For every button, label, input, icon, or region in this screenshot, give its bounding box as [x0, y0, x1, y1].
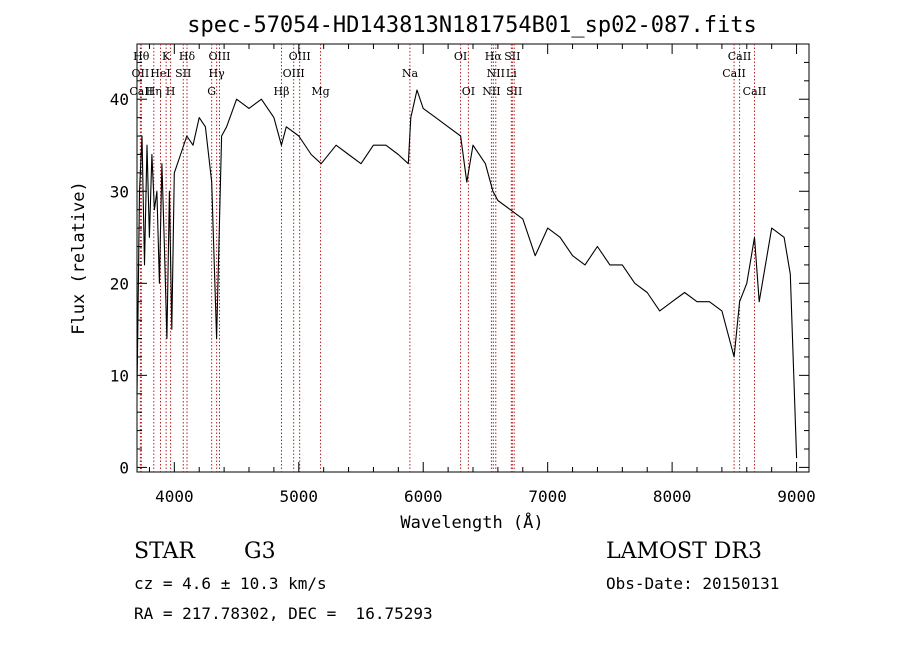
line-label-2: CaII	[129, 85, 153, 98]
line-label-13: OIII	[283, 67, 305, 80]
line-label-0: Hθ	[133, 50, 150, 63]
line-label-4: HeI	[150, 67, 170, 80]
x-tick-label-8000: 8000	[653, 487, 692, 506]
line-label-3: Hη	[146, 85, 162, 98]
line-label-5: K	[162, 50, 171, 63]
x-axis-label: Wavelength (Å)	[400, 511, 543, 533]
line-label-11: OIII	[208, 50, 230, 63]
y-tick-label-40: 40	[110, 90, 129, 109]
object-class: STAR	[134, 539, 195, 564]
line-label-23: SII	[504, 50, 520, 63]
object-subclass: G3	[244, 539, 276, 564]
line-label-18: OI	[462, 85, 475, 98]
spectral-line-markers	[139, 44, 755, 472]
line-label-27: CaII	[743, 85, 767, 98]
x-axis-ticks: 4000 5000 6000 7000 8000 9000	[148, 44, 816, 506]
observation-date: Obs-Date: 20150131	[606, 574, 780, 593]
line-label-21: NII	[487, 67, 505, 80]
chart-title: spec-57054-HD143813N181754B01_sp02-087.f…	[187, 13, 757, 38]
spectrum-series	[136, 89, 798, 459]
plot-frame	[136, 43, 810, 473]
line-label-24: SII	[506, 85, 522, 98]
coordinates: RA = 217.78302, DEC = 16.75293	[134, 604, 433, 623]
y-axis-ticks: 0 10 20 30 40	[110, 61, 809, 477]
line-label-19: NII	[482, 85, 500, 98]
x-tick-label-6000: 6000	[404, 487, 443, 506]
y-axis-label: Flux (relative)	[69, 181, 89, 335]
line-label-22: Li	[506, 67, 517, 80]
line-label-17: OI	[454, 50, 467, 63]
survey-name: LAMOST DR3	[606, 539, 762, 564]
x-tick-label-9000: 9000	[777, 487, 816, 506]
line-label-10: Hγ	[209, 67, 226, 80]
y-tick-label-30: 30	[110, 182, 129, 201]
line-label-12: Hβ	[274, 85, 290, 98]
line-label-1: OII	[132, 67, 150, 80]
line-label-7: SII	[175, 67, 191, 80]
y-tick-label-20: 20	[110, 274, 129, 293]
x-tick-label-7000: 7000	[528, 487, 567, 506]
line-label-15: Mg	[311, 85, 329, 98]
x-tick-label-4000: 4000	[155, 487, 194, 506]
line-label-6: H	[166, 85, 176, 98]
line-label-26: CaII	[728, 50, 752, 63]
spectrum-line	[136, 89, 798, 459]
line-label-20: Hα	[485, 50, 503, 63]
line-label-25: CaII	[722, 67, 746, 80]
y-tick-label-10: 10	[110, 366, 129, 385]
redshift-value: cz = 4.6 ± 10.3 km/s	[134, 574, 327, 593]
line-label-16: Na	[402, 67, 419, 80]
line-label-14: OIII	[289, 50, 311, 63]
line-label-8: Hδ	[179, 50, 196, 63]
line-label-9: G	[207, 85, 216, 98]
x-tick-label-5000: 5000	[280, 487, 319, 506]
spectral-line-labels: HθOIICaIIHηHeIKHSIIHδGHγOIIIHβOIIIOIIIMg…	[129, 50, 766, 98]
y-tick-label-0: 0	[119, 458, 129, 477]
